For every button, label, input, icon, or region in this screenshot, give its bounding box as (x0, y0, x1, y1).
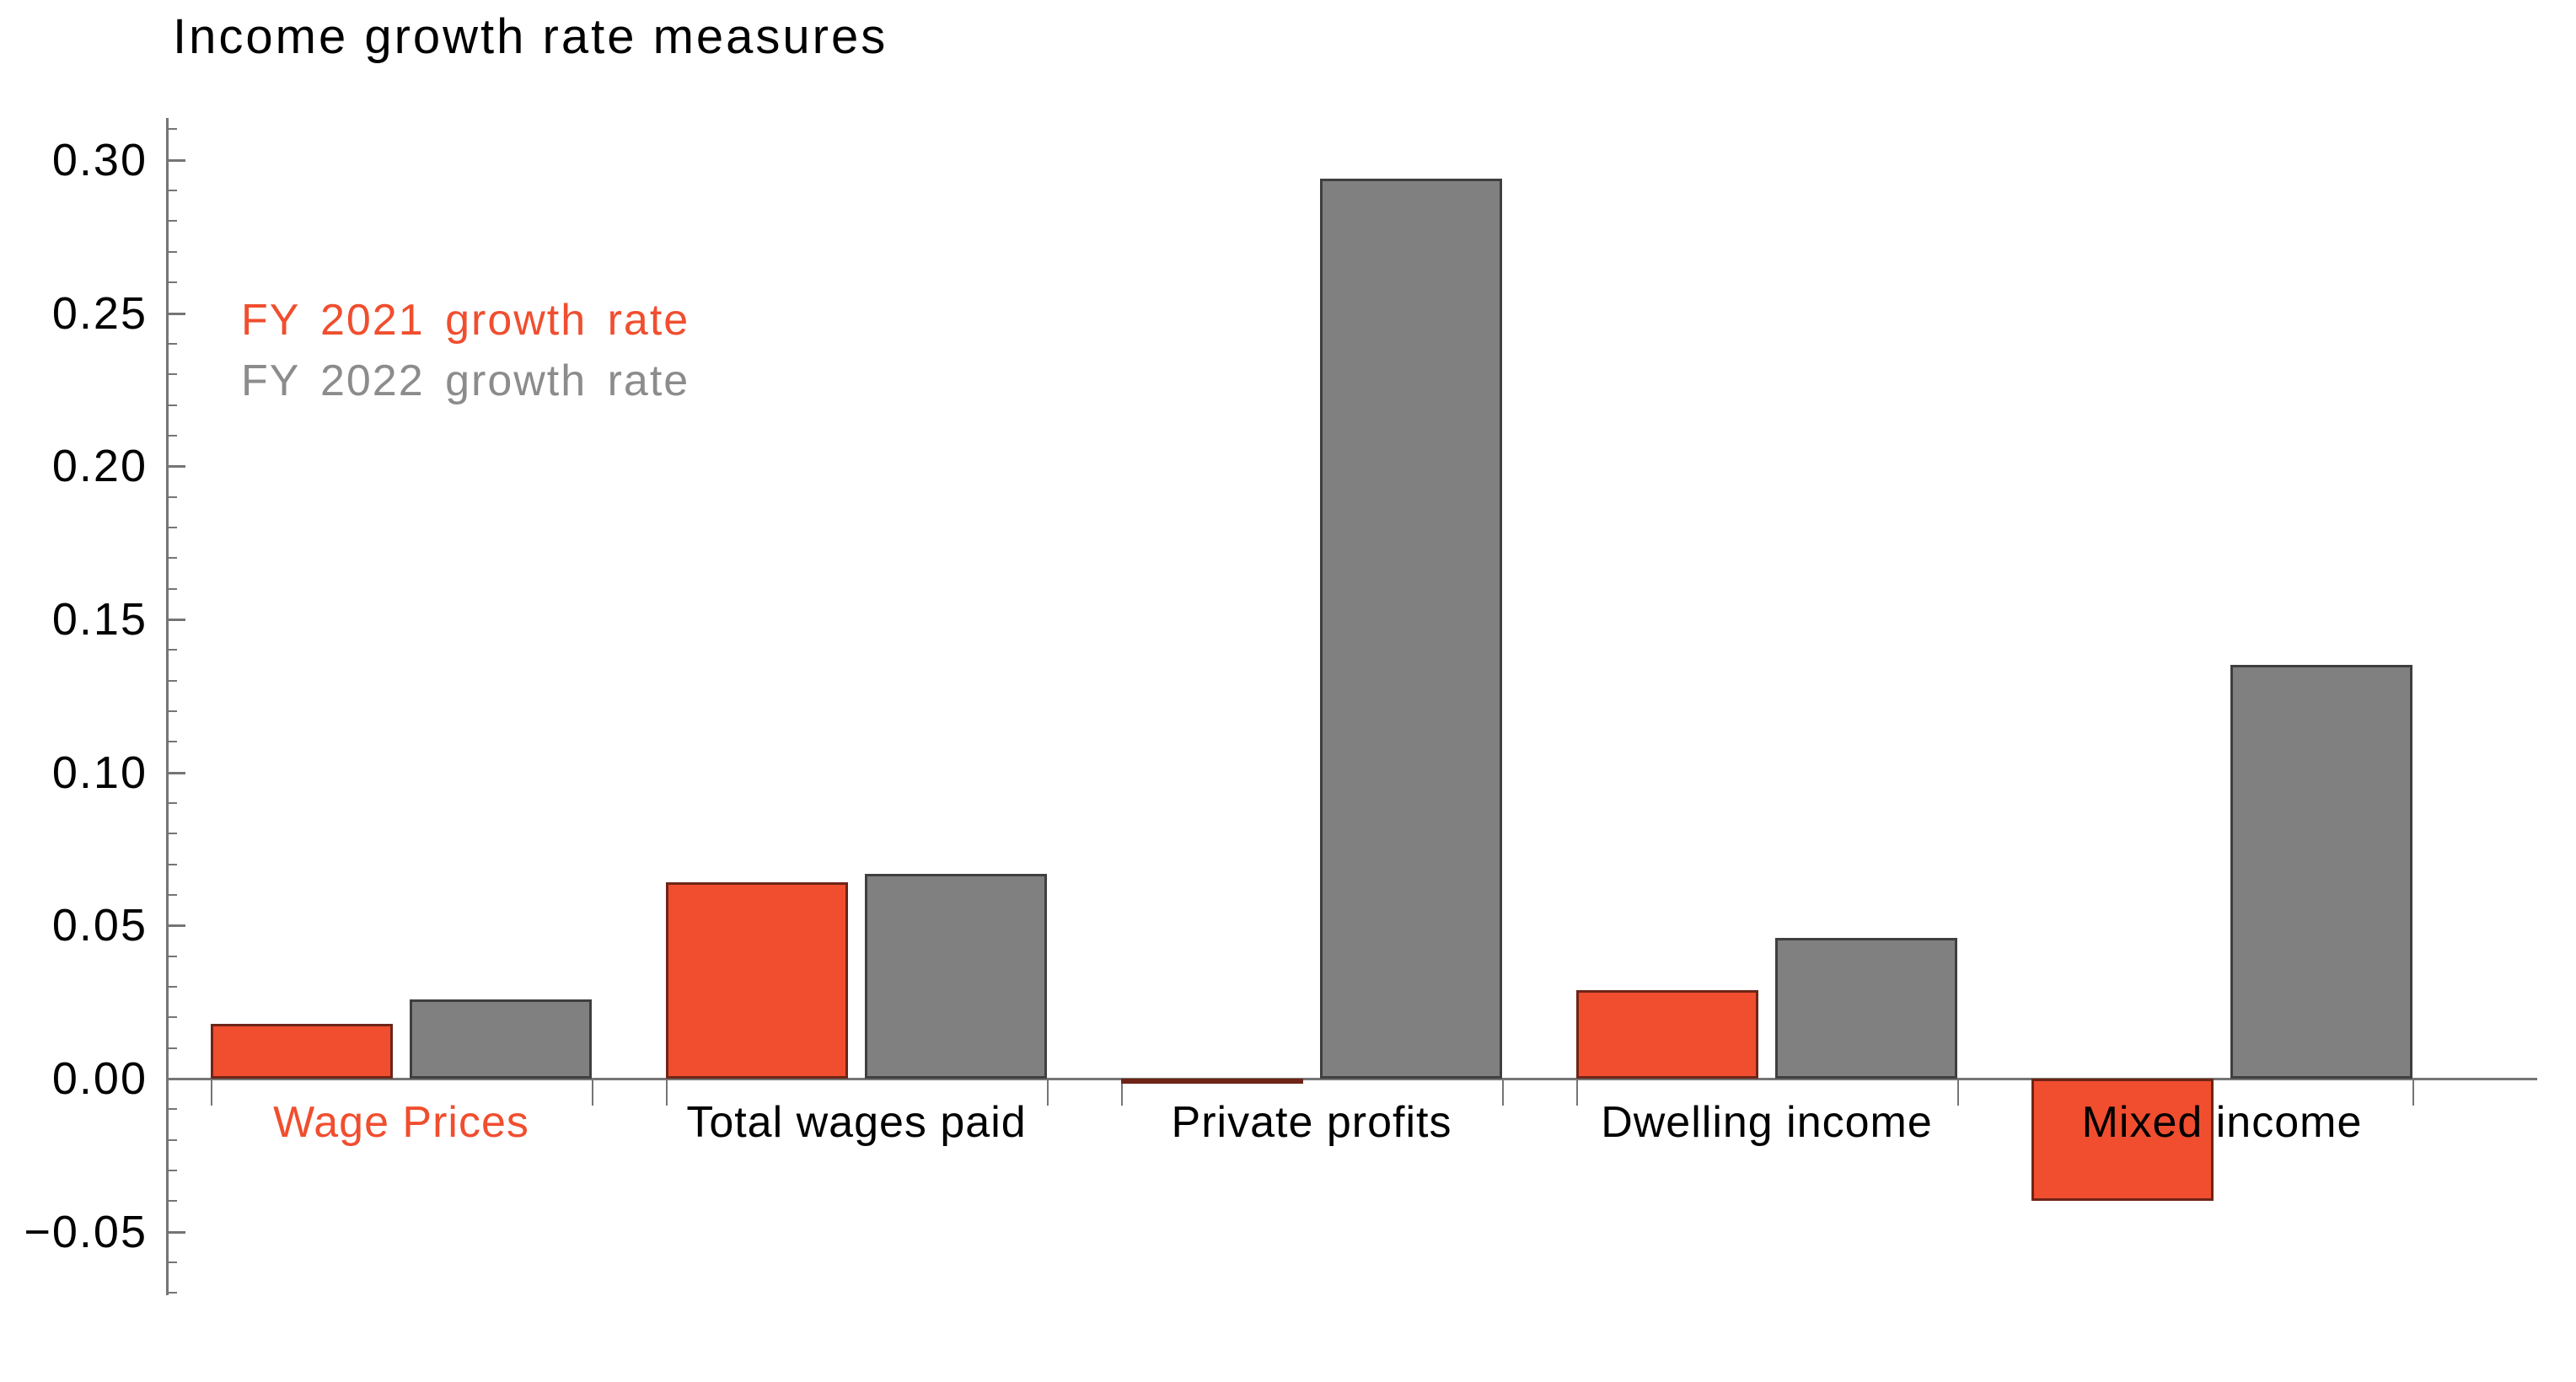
y-minor-tick (166, 1170, 177, 1172)
y-major-tick (166, 312, 185, 315)
y-minor-tick (166, 190, 177, 192)
y-minor-tick (166, 587, 177, 590)
y-major-tick (166, 771, 185, 774)
x-boundary-tick (2412, 1079, 2414, 1106)
chart-title: Income growth rate measures (173, 9, 888, 64)
y-minor-tick (166, 893, 177, 896)
y-minor-tick (166, 679, 177, 682)
y-minor-tick (166, 373, 177, 376)
legend-item-fy-2021: FY 2021 growth rate (241, 296, 690, 345)
x-boundary-tick (1047, 1079, 1049, 1106)
y-minor-tick (166, 985, 177, 988)
y-major-tick (166, 618, 185, 621)
x-boundary-tick (211, 1079, 212, 1106)
bar-fy-2022-growth-rate-dwelling-income (1775, 937, 1957, 1079)
y-minor-tick (166, 250, 177, 253)
x-category-label-wage-prices: Wage Prices (273, 1098, 529, 1147)
y-minor-tick (166, 1200, 177, 1203)
x-boundary-tick (1957, 1079, 1959, 1106)
y-minor-tick (166, 342, 177, 345)
x-category-label-private-profits: Private profits (1171, 1098, 1452, 1147)
x-category-label-mixed-income: Mixed income (2081, 1098, 2363, 1147)
bar-fy-2021-growth-rate-dwelling-income (1576, 989, 1758, 1079)
bar-fy-2022-growth-rate-total-wages-paid (865, 873, 1047, 1079)
x-boundary-tick (1576, 1079, 1578, 1106)
x-category-label-dwelling-income: Dwelling income (1601, 1098, 1933, 1147)
x-category-label-total-wages-paid: Total wages paid (686, 1098, 1027, 1147)
y-minor-tick (166, 833, 177, 835)
bar-fy-2021-growth-rate-private-profits (1121, 1079, 1303, 1084)
y-tick-label: 0.25 (51, 287, 148, 339)
legend: FY 2021 growth rate FY 2022 growth rate (241, 290, 690, 411)
y-minor-tick (166, 801, 177, 804)
y-minor-tick (166, 1047, 177, 1049)
y-major-tick (166, 1230, 185, 1234)
y-minor-tick (166, 1016, 177, 1019)
y-minor-tick (166, 1261, 177, 1264)
y-tick-label: 0.15 (51, 593, 148, 645)
x-axis-line (166, 1078, 2537, 1080)
y-minor-tick (166, 220, 177, 222)
x-boundary-tick (666, 1079, 668, 1106)
bar-fy-2021-growth-rate-mixed-income (2031, 1079, 2214, 1202)
y-minor-tick (166, 1138, 177, 1141)
y-tick-label: 0.30 (51, 134, 148, 185)
bar-fy-2021-growth-rate-wage-prices (211, 1023, 393, 1079)
y-minor-tick (166, 495, 177, 498)
y-minor-tick (166, 863, 177, 865)
legend-item-fy-2022: FY 2022 growth rate (241, 356, 690, 405)
y-tick-label: 0.05 (51, 900, 148, 951)
y-axis-line (166, 118, 169, 1295)
x-boundary-tick (1502, 1079, 1504, 1106)
y-minor-tick (166, 1292, 177, 1294)
y-minor-tick (166, 710, 177, 712)
y-major-tick (166, 924, 185, 928)
y-tick-label: −0.05 (24, 1206, 148, 1257)
y-minor-tick (166, 955, 177, 957)
y-major-tick (166, 465, 185, 469)
x-boundary-tick (1121, 1079, 1123, 1106)
bar-fy-2021-growth-rate-total-wages-paid (666, 882, 848, 1079)
y-minor-tick (166, 281, 177, 284)
y-minor-tick (166, 557, 177, 560)
y-tick-label: 0.10 (51, 747, 148, 798)
y-minor-tick (166, 1108, 177, 1111)
y-minor-tick (166, 128, 177, 131)
y-minor-tick (166, 526, 177, 528)
y-tick-label: 0.00 (51, 1053, 148, 1104)
y-tick-label: 0.20 (51, 441, 148, 492)
bar-fy-2022-growth-rate-wage-prices (410, 999, 592, 1079)
y-major-tick (166, 158, 185, 162)
x-boundary-tick (592, 1079, 593, 1106)
y-minor-tick (166, 649, 177, 651)
bar-fy-2022-growth-rate-mixed-income (2230, 665, 2412, 1079)
y-minor-tick (166, 434, 177, 437)
y-minor-tick (166, 404, 177, 406)
bar-fy-2022-growth-rate-private-profits (1320, 178, 1502, 1079)
y-major-tick (166, 1078, 185, 1080)
y-minor-tick (166, 741, 177, 743)
